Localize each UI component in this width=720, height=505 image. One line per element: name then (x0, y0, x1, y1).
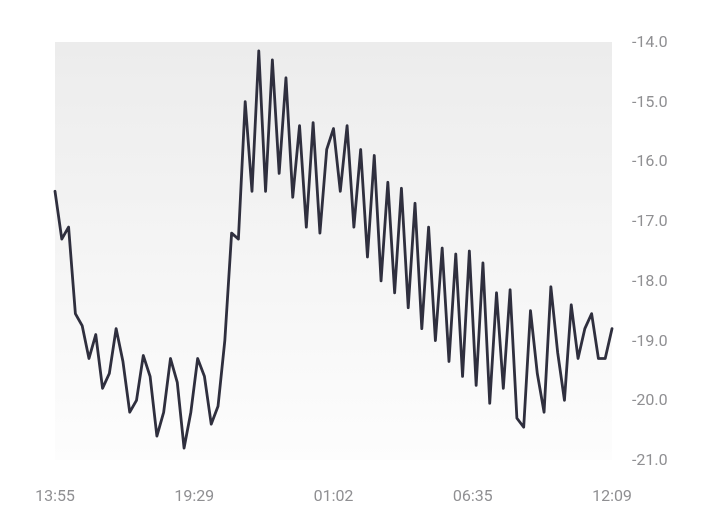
y-tick-label: -21.0 (632, 452, 668, 468)
x-tick-label: 19:29 (174, 488, 214, 504)
x-tick-label: 01:02 (314, 488, 354, 504)
x-tick-label: 12:09 (592, 488, 632, 504)
x-tick-label: 06:35 (453, 488, 493, 504)
y-tick-label: -14.0 (632, 34, 668, 50)
x-tick-label: 13:55 (35, 488, 75, 504)
y-tick-label: -19.0 (632, 333, 668, 349)
line-series (55, 42, 612, 460)
y-tick-label: -15.0 (632, 94, 668, 110)
y-tick-label: -16.0 (632, 153, 668, 169)
chart-container: -14.0 -15.0 -16.0 -17.0 -18.0 -19.0 -20.0 -21.0… (0, 0, 720, 500)
plot-area (55, 42, 612, 460)
y-tick-label: -17.0 (632, 213, 668, 229)
y-tick-label: -20.0 (632, 392, 668, 408)
series-path (55, 51, 612, 448)
y-tick-label: -18.0 (632, 273, 668, 289)
